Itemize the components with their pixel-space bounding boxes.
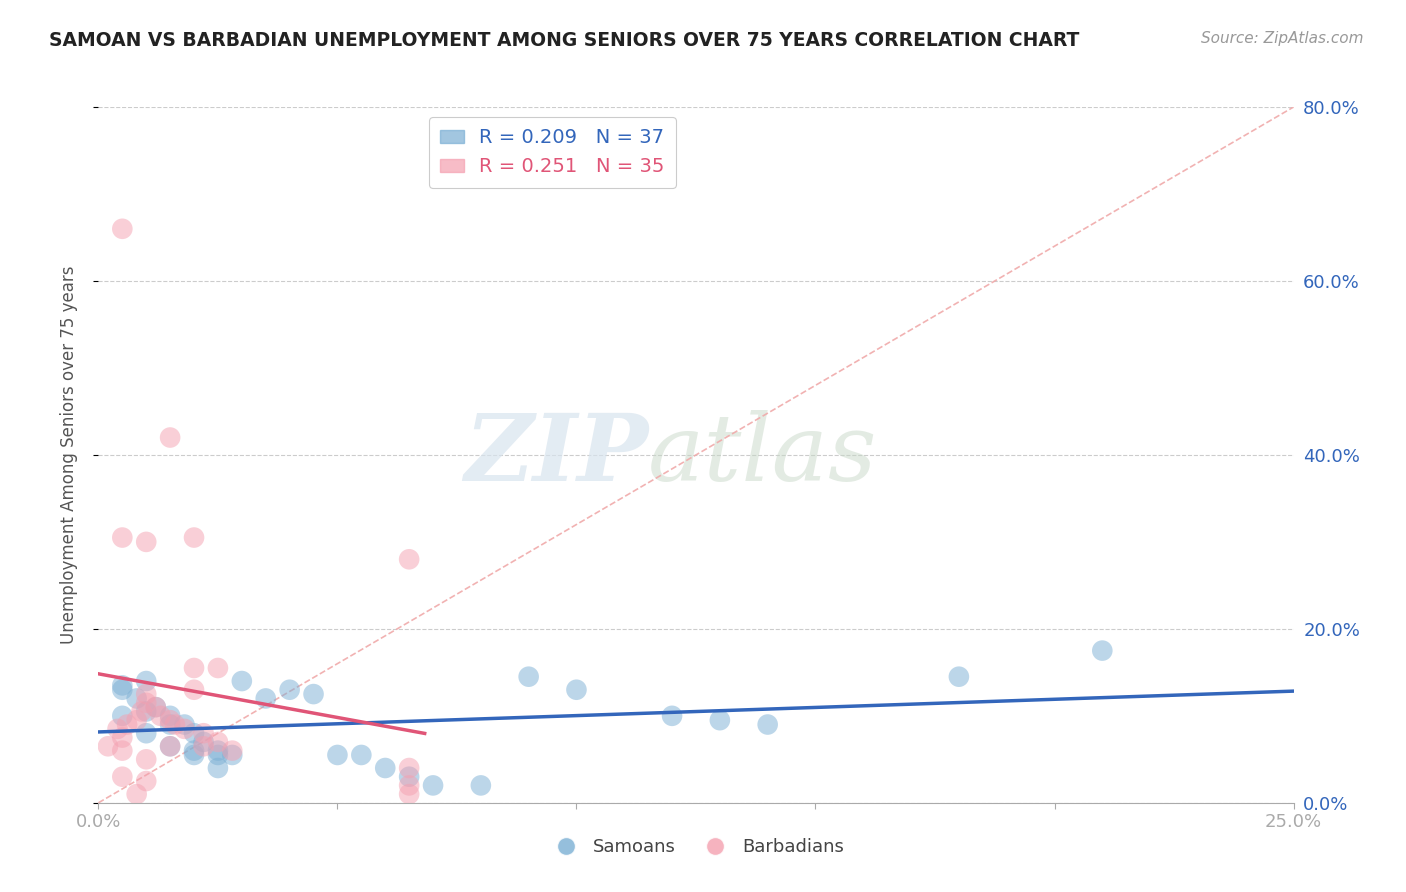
Point (422, 778, 444, 792)
Point (221, 744, 243, 758)
Text: atlas: atlas (648, 410, 877, 500)
Point (135, 674, 157, 689)
Point (517, 670, 540, 684)
Text: SAMOAN VS BARBADIAN UNEMPLOYMENT AMONG SENIORS OVER 75 YEARS CORRELATION CHART: SAMOAN VS BARBADIAN UNEMPLOYMENT AMONG S… (49, 31, 1080, 50)
Point (159, 713, 181, 727)
Point (111, 744, 134, 758)
Point (115, 717, 138, 731)
Point (135, 696, 157, 710)
Point (125, 691, 148, 706)
Point (135, 774, 157, 789)
Point (302, 687, 325, 701)
Point (125, 713, 148, 727)
Point (159, 708, 181, 723)
Text: ZIP: ZIP (464, 410, 648, 500)
Point (326, 747, 349, 762)
Point (193, 726, 215, 740)
Legend: Samoans, Barbadians: Samoans, Barbadians (540, 831, 852, 863)
Point (159, 431, 181, 445)
Point (183, 661, 205, 675)
Y-axis label: Unemployment Among Seniors over 75 years: Unemployment Among Seniors over 75 years (59, 266, 77, 644)
Point (398, 778, 420, 792)
Point (398, 770, 420, 784)
Point (221, 747, 243, 762)
Point (97, 739, 120, 754)
Point (163, 717, 186, 731)
Point (207, 761, 229, 775)
Point (173, 717, 195, 731)
Point (183, 531, 205, 545)
Point (661, 708, 683, 723)
Point (111, 531, 134, 545)
Point (254, 691, 277, 706)
Point (145, 700, 167, 714)
Point (183, 744, 205, 758)
Point (145, 700, 167, 714)
Point (111, 221, 134, 235)
Point (107, 722, 129, 736)
Point (135, 534, 157, 549)
Point (565, 682, 588, 697)
Point (709, 713, 731, 727)
Point (193, 739, 215, 754)
Point (398, 787, 420, 801)
Text: Source: ZipAtlas.com: Source: ZipAtlas.com (1201, 31, 1364, 46)
Point (111, 682, 134, 697)
Point (111, 678, 134, 692)
Point (207, 747, 229, 762)
Point (207, 661, 229, 675)
Point (159, 739, 181, 754)
Point (756, 717, 779, 731)
Point (135, 752, 157, 766)
Point (111, 770, 134, 784)
Point (948, 670, 970, 684)
Point (131, 705, 153, 719)
Point (159, 717, 181, 731)
Point (207, 735, 229, 749)
Point (1091, 643, 1114, 657)
Point (111, 731, 134, 745)
Point (135, 726, 157, 740)
Point (125, 787, 148, 801)
Point (111, 708, 134, 723)
Point (183, 682, 205, 697)
Point (374, 761, 396, 775)
Point (398, 761, 420, 775)
Point (350, 747, 373, 762)
Point (135, 687, 157, 701)
Point (135, 705, 157, 719)
Point (183, 726, 205, 740)
Point (398, 552, 420, 566)
Point (470, 778, 492, 792)
Point (231, 674, 253, 689)
Point (149, 708, 172, 723)
Point (278, 682, 301, 697)
Point (173, 722, 195, 736)
Point (159, 739, 181, 754)
Point (183, 747, 205, 762)
Point (207, 744, 229, 758)
Point (193, 735, 215, 749)
